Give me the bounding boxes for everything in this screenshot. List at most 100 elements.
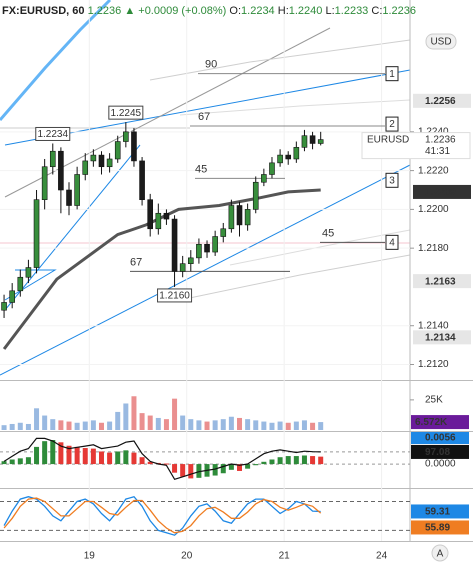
candle-body [106,158,113,168]
candle-body [228,205,235,230]
candle-body [114,141,121,160]
currency-badge[interactable] [425,33,457,50]
histogram-bar [42,441,48,465]
histogram-bar [285,456,291,465]
volume-bar [74,422,80,430]
volume-bar [188,419,194,430]
volume-bar [50,419,56,430]
auto-scale-button[interactable] [431,544,449,562]
candle-body [301,135,308,148]
open-label: O: [229,5,241,17]
stochastic-line [3,495,321,536]
histogram-bar [123,450,129,465]
volume-bar [220,419,226,430]
volume-bar [310,422,316,430]
histogram-bar [253,464,259,466]
band-line [149,39,411,81]
close: 1.2236 [382,5,416,17]
volume-bar [172,398,178,430]
currency[interactable]: USD [430,37,451,48]
histogram-bar [1,461,7,465]
candle-body [220,228,227,237]
level-label: 67 [130,256,142,268]
x-tick-label: 21 [279,551,291,562]
candle-body [33,199,40,268]
volume-bar [318,422,324,430]
histogram-bar [245,464,251,469]
volume-bar [237,417,243,430]
histogram-bar [310,456,316,465]
tag-box [385,66,399,82]
high: 1.2240 [289,5,323,17]
histogram-bar [188,464,194,479]
volume-bar [301,420,307,430]
x-tick-label: 20 [181,551,193,562]
candle-body [187,257,194,264]
histogram-bar [269,459,275,465]
level-label: 45 [322,227,334,239]
volume-bar [293,421,299,430]
trend-line [4,69,411,146]
candle-body [309,135,316,144]
histogram-bar [220,464,226,474]
value-label: 0.0056 [425,433,456,444]
tag-label: 4 [389,237,395,248]
candle-body [317,139,324,144]
candle-body [171,218,178,272]
histogram-bar [107,452,113,465]
y-tick-label: 1.2200 [418,204,449,215]
y-tick-label: 1.2140 [418,320,449,331]
volume-bar [90,420,96,430]
series-label-box [411,504,469,519]
histogram-bar [115,451,121,465]
candle-body [131,131,137,162]
histogram-bar [98,451,104,465]
price-label-box [413,184,471,199]
histogram-bar [90,448,96,465]
volume-bar [98,422,104,430]
volume-bar [66,421,72,430]
price-annotation: 1.2245 [111,108,142,119]
price-label: 1.2163 [425,276,456,287]
histogram-bar [261,461,267,465]
histogram-bar [147,461,153,465]
line-label: 97.08 [425,447,450,458]
y-tick-label: 1.2220 [418,165,449,176]
candle-body [82,160,89,175]
histogram-bar [17,458,23,465]
volume-label: 6.572K [415,417,448,428]
histogram-bar [131,452,137,465]
volume-bar [131,396,137,430]
histogram-bar [180,464,186,477]
candle-body [58,150,64,191]
trend-line [0,164,411,376]
series-label-box [411,520,469,535]
candle-body [139,160,145,200]
level-label: 90 [205,59,217,71]
low: 1.2233 [335,5,369,17]
high-label: H: [278,5,289,17]
candle-body [179,263,186,272]
volume-bar [285,422,291,430]
histogram-bar [74,446,80,465]
price-label-box [413,274,471,289]
auto-scale-label[interactable]: A [437,549,444,560]
value-label-box [411,432,469,444]
volume-bar [228,416,234,430]
x-tick-label: 24 [376,551,388,562]
volume-bar [147,415,153,430]
histogram-bar [58,442,64,465]
histogram-bar [9,459,15,465]
volume-bar [277,421,283,430]
y-tick-label: 1.2180 [418,243,449,254]
oscillator-line [3,437,321,481]
volume-bar [58,420,64,430]
price-label: 1.2256 [425,96,456,107]
level-label: 45 [195,163,207,175]
header: FX:EURUSD, 60 1.2236 ▲ +0.0009 (+0.08%) … [2,5,416,17]
histogram-bar [212,464,218,476]
price-label-box [413,330,471,345]
close-label: C: [371,5,382,17]
candle-body [17,276,24,292]
